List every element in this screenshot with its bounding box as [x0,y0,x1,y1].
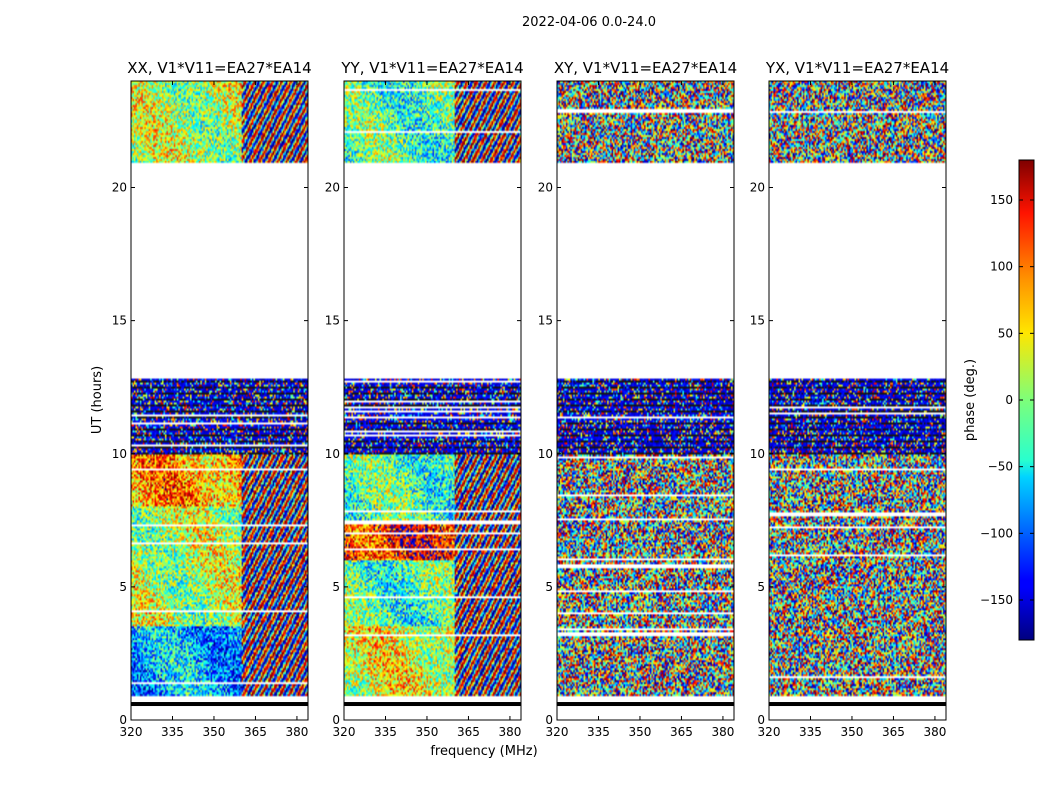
y-tick-label: 5 [332,580,340,594]
y-tick-label: 15 [750,314,765,328]
x-tick-label: 350 [629,725,652,739]
colorbar-ticks: 150 100 50 0 −50 −100 −150 [980,193,1034,607]
panel-frame [130,80,309,721]
colorbar-tick-label: 0 [1005,393,1013,407]
colorbar: 150 100 50 0 −50 −100 −150 phase (deg.) [963,159,1035,641]
colorbar-tick-label: 50 [998,326,1013,340]
x-tick-label: 380 [498,725,521,739]
x-tick-label: 380 [285,725,308,739]
y-tick-label: 5 [545,580,553,594]
y-axis-label: UT (hours) [90,366,105,434]
y-tick-label: 15 [538,314,553,328]
panel-title: YX, V1*V11=EA27*EA14 [765,59,949,77]
y-tick-label: 10 [112,447,127,461]
y-tick-label: 5 [757,580,765,594]
x-tick-label: 335 [799,725,822,739]
colorbar-tick-label: −50 [988,460,1013,474]
y-tick-label: 0 [332,713,340,727]
colorbar-tick-label: −100 [980,526,1013,540]
x-tick-label: 320 [758,725,781,739]
y-tick-label: 10 [750,447,765,461]
y-tick-label: 5 [119,580,127,594]
panel-frame [343,80,522,721]
x-tick-label: 365 [457,725,480,739]
colorbar-tick-label: −150 [980,593,1013,607]
flag-line [131,702,308,707]
colorbar-label: phase (deg.) [963,359,978,441]
y-tick-label: 20 [538,181,553,195]
panel-title: XY, V1*V11=EA27*EA14 [554,59,737,77]
panel-4: YX, V1*V11=EA27*EA14 320 335 350 365 380 0 5 10 1… [750,59,949,739]
x-tick-label: 320 [120,725,143,739]
y-tick-label: 20 [112,181,127,195]
x-tick-label: 350 [416,725,439,739]
figure-title: 2022-04-06 0.0-24.0 [522,15,656,30]
x-tick-label: 335 [161,725,184,739]
x-tick-label: 320 [333,725,356,739]
x-tick-label: 350 [203,725,226,739]
y-tick-label: 15 [112,314,127,328]
x-tick-label: 350 [841,725,864,739]
panel-3: XY, V1*V11=EA27*EA14 320 335 350 365 380 0 5 10 1… [538,59,737,739]
x-tick-label: 335 [587,725,610,739]
y-tick-label: 20 [750,181,765,195]
panel-title: XX, V1*V11=EA27*EA14 [127,59,311,77]
y-tick-label: 10 [538,447,553,461]
panel-frame [556,80,735,721]
y-tick-label: 0 [119,713,127,727]
x-tick-label: 380 [711,725,734,739]
x-tick-label: 380 [923,725,946,739]
x-tick-label: 365 [882,725,905,739]
panel-title: YY, V1*V11=EA27*EA14 [340,59,523,77]
panel-1: XX, V1*V11=EA27*EA14 320 335 350 365 380 0 5 10 1… [112,59,312,739]
y-tick-label: 0 [757,713,765,727]
x-axis-label: frequency (MHz) [430,744,537,759]
heatmap-image [344,81,521,720]
x-tick-label: 335 [374,725,397,739]
y-tick-label: 15 [325,314,340,328]
heatmap-panels: XX, V1*V11=EA27*EA14 320 335 350 365 380 0 5 10 1… [112,59,949,739]
colorbar-tick-label: 150 [990,193,1013,207]
heatmap-image [769,81,946,720]
panel-frame [768,80,947,721]
y-tick-label: 0 [545,713,553,727]
heatmap-image [131,81,308,720]
panel-2: YY, V1*V11=EA27*EA14 320 335 350 365 380 0 5 10 1… [325,59,524,739]
flag-line [769,702,946,707]
x-tick-label: 365 [670,725,693,739]
x-tick-label: 320 [546,725,569,739]
y-tick-label: 20 [325,181,340,195]
flag-line [344,702,521,707]
colorbar-tick-label: 100 [990,260,1013,274]
flag-line [557,702,734,707]
heatmap-image [557,81,734,720]
x-tick-label: 365 [244,725,267,739]
y-tick-label: 10 [325,447,340,461]
